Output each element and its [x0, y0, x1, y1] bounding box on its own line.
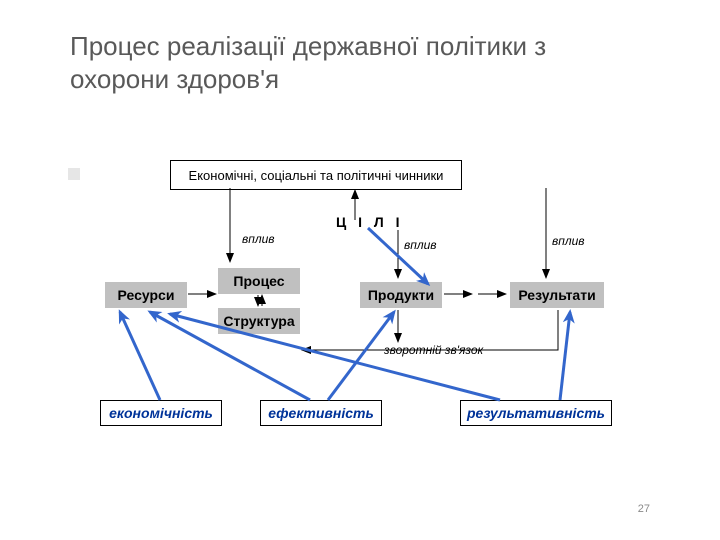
node-label: Процес [233, 273, 284, 289]
influence-label: вплив [552, 234, 585, 248]
bottom-label: економічність [109, 405, 213, 421]
node-label: Продукти [368, 287, 434, 303]
feedback-label: зворотній зв'язок [380, 342, 487, 358]
slide-title: Процес реалізації державної політики з о… [70, 30, 650, 95]
influence-label: вплив [242, 232, 275, 246]
factors-text: Економічні, соціальні та політичні чинни… [189, 168, 444, 183]
node-label: Структура [223, 313, 294, 329]
goals-label: Ц І Л І [330, 212, 410, 232]
bottom-label: результативність [467, 405, 605, 421]
thick-arrow [560, 312, 570, 400]
bottom-resultative: результативність [460, 400, 612, 426]
thick-arrow [120, 312, 160, 400]
node-label: Ресурси [118, 287, 175, 303]
bottom-economy: економічність [100, 400, 222, 426]
node-label: Результати [518, 287, 595, 303]
thick-arrow [368, 228, 428, 284]
node-structure: Структура [218, 308, 300, 334]
influence-label: вплив [404, 238, 437, 252]
node-results: Результати [510, 282, 604, 308]
bullet-icon [68, 168, 80, 180]
node-process: Процес [218, 268, 300, 294]
bottom-effectiveness: ефективність [260, 400, 382, 426]
slide: Процес реалізації державної політики з о… [0, 0, 720, 540]
factors-box: Економічні, соціальні та політичні чинни… [170, 160, 462, 190]
node-products: Продукти [360, 282, 442, 308]
bottom-label: ефективність [268, 405, 374, 421]
page-number: 27 [638, 503, 650, 515]
node-resources: Ресурси [105, 282, 187, 308]
